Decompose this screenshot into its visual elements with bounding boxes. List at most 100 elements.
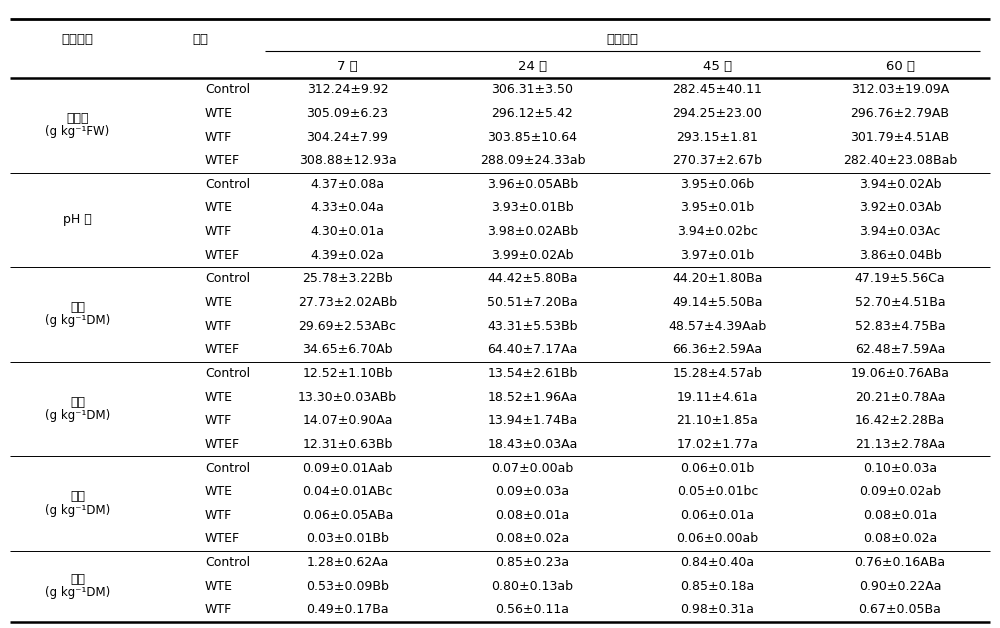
Text: 青贮天数: 青贮天数 [606,33,639,46]
Text: 乙酸: 乙酸 [70,396,85,409]
Text: 0.56±0.11a: 0.56±0.11a [496,604,570,617]
Text: 3.94±0.02bc: 3.94±0.02bc [677,225,758,238]
Text: 4.39±0.02a: 4.39±0.02a [311,249,384,262]
Text: WTEF: WTEF [205,344,240,356]
Text: 丁酸: 丁酸 [70,573,85,586]
Text: 0.06±0.00ab: 0.06±0.00ab [676,533,759,546]
Text: 16.42±2.28Ba: 16.42±2.28Ba [855,414,945,427]
Text: 45 天: 45 天 [703,60,732,73]
Text: 21.10±1.85a: 21.10±1.85a [677,414,758,427]
Text: 4.33±0.04a: 4.33±0.04a [311,202,384,215]
Text: 3.92±0.03Ab: 3.92±0.03Ab [859,202,941,215]
Text: 312.24±9.92: 312.24±9.92 [307,84,388,96]
Text: WTF: WTF [205,225,232,238]
Text: 测定项目: 测定项目 [62,33,94,46]
Text: (g kg⁻¹DM): (g kg⁻¹DM) [45,409,110,422]
Text: WTEF: WTEF [205,154,240,167]
Text: WTEF: WTEF [205,533,240,546]
Text: Control: Control [205,556,250,569]
Text: 282.40±23.08Bab: 282.40±23.08Bab [843,154,957,167]
Text: 49.14±5.50Ba: 49.14±5.50Ba [672,296,763,309]
Text: WTF: WTF [205,509,232,522]
Text: 0.09±0.02ab: 0.09±0.02ab [859,485,941,498]
Text: 3.99±0.02Ab: 3.99±0.02Ab [491,249,574,262]
Text: 0.80±0.13ab: 0.80±0.13ab [492,580,574,593]
Text: WTF: WTF [205,320,232,333]
Text: 50.51±7.20Ba: 50.51±7.20Ba [487,296,578,309]
Text: 270.37±2.67b: 270.37±2.67b [672,154,763,167]
Text: 308.88±12.93a: 308.88±12.93a [299,154,396,167]
Text: WTE: WTE [205,391,233,404]
Text: 0.85±0.23a: 0.85±0.23a [495,556,570,569]
Text: 44.20±1.80Ba: 44.20±1.80Ba [672,273,763,285]
Text: 3.97±0.01b: 3.97±0.01b [680,249,755,262]
Text: 0.08±0.02a: 0.08±0.02a [495,533,570,546]
Text: 14.07±0.90Aa: 14.07±0.90Aa [302,414,393,427]
Text: 19.06±0.76ABa: 19.06±0.76ABa [850,367,950,380]
Text: 34.65±6.70Ab: 34.65±6.70Ab [302,344,393,356]
Text: 0.67±0.05Ba: 0.67±0.05Ba [859,604,941,617]
Text: 306.31±3.50: 306.31±3.50 [492,84,574,96]
Text: 3.86±0.04Bb: 3.86±0.04Bb [859,249,941,262]
Text: (g kg⁻¹DM): (g kg⁻¹DM) [45,587,110,599]
Text: 3.94±0.02Ab: 3.94±0.02Ab [859,178,941,191]
Text: 0.06±0.01b: 0.06±0.01b [680,462,755,475]
Text: 0.49±0.17Ba: 0.49±0.17Ba [306,604,389,617]
Text: 13.30±0.03ABb: 13.30±0.03ABb [298,391,397,404]
Text: Control: Control [205,462,250,475]
Text: 0.90±0.22Aa: 0.90±0.22Aa [859,580,941,593]
Text: WTEF: WTEF [205,438,240,451]
Text: WTE: WTE [205,485,233,498]
Text: 62.48±7.59Aa: 62.48±7.59Aa [855,344,945,356]
Text: 64.40±7.17Aa: 64.40±7.17Aa [487,344,578,356]
Text: 48.57±4.39Aab: 48.57±4.39Aab [668,320,767,333]
Text: 3.94±0.03Ac: 3.94±0.03Ac [859,225,941,238]
Text: (g kg⁻¹FW): (g kg⁻¹FW) [45,126,110,138]
Text: 0.53±0.09Bb: 0.53±0.09Bb [306,580,389,593]
Text: pH 值: pH 值 [63,214,92,226]
Text: 21.13±2.78Aa: 21.13±2.78Aa [855,438,945,451]
Text: 296.12±5.42: 296.12±5.42 [492,107,573,120]
Text: WTE: WTE [205,296,233,309]
Text: 12.31±0.63Bb: 12.31±0.63Bb [302,438,393,451]
Text: 3.95±0.01b: 3.95±0.01b [680,202,755,215]
Text: 0.09±0.03a: 0.09±0.03a [495,485,570,498]
Text: WTF: WTF [205,131,232,144]
Text: WTF: WTF [205,414,232,427]
Text: 0.09±0.01Aab: 0.09±0.01Aab [302,462,393,475]
Text: 12.52±1.10Bb: 12.52±1.10Bb [302,367,393,380]
Text: Control: Control [205,367,250,380]
Text: 干物质: 干物质 [66,112,89,125]
Text: WTE: WTE [205,580,233,593]
Text: 0.08±0.01a: 0.08±0.01a [495,509,570,522]
Text: 27.73±2.02ABb: 27.73±2.02ABb [298,296,397,309]
Text: 4.37±0.08a: 4.37±0.08a [310,178,385,191]
Text: 20.21±0.78Aa: 20.21±0.78Aa [855,391,945,404]
Text: WTE: WTE [205,202,233,215]
Text: 288.09±24.33ab: 288.09±24.33ab [480,154,585,167]
Text: (g kg⁻¹DM): (g kg⁻¹DM) [45,504,110,517]
Text: 15.28±4.57ab: 15.28±4.57ab [673,367,762,380]
Text: 0.10±0.03a: 0.10±0.03a [863,462,937,475]
Text: 13.54±2.61Bb: 13.54±2.61Bb [487,367,578,380]
Text: 4.30±0.01a: 4.30±0.01a [311,225,385,238]
Text: 0.03±0.01Bb: 0.03±0.01Bb [306,533,389,546]
Text: 29.69±2.53ABc: 29.69±2.53ABc [299,320,397,333]
Text: 7 天: 7 天 [337,60,358,73]
Text: 19.11±4.61a: 19.11±4.61a [677,391,758,404]
Text: 44.42±5.80Ba: 44.42±5.80Ba [487,273,578,285]
Text: 304.24±7.99: 304.24±7.99 [307,131,388,144]
Text: 丙酸: 丙酸 [70,490,85,504]
Text: 52.70±4.51Ba: 52.70±4.51Ba [855,296,945,309]
Text: 0.84±0.40a: 0.84±0.40a [680,556,755,569]
Text: 3.96±0.05ABb: 3.96±0.05ABb [487,178,578,191]
Text: Control: Control [205,178,250,191]
Text: 303.85±10.64: 303.85±10.64 [488,131,578,144]
Text: 312.03±19.09A: 312.03±19.09A [851,84,949,96]
Text: 293.15±1.81: 293.15±1.81 [677,131,758,144]
Text: 3.98±0.02ABb: 3.98±0.02ABb [487,225,578,238]
Text: WTF: WTF [205,604,232,617]
Text: 18.52±1.96Aa: 18.52±1.96Aa [487,391,578,404]
Text: 3.93±0.01Bb: 3.93±0.01Bb [491,202,574,215]
Text: 296.76±2.79AB: 296.76±2.79AB [850,107,950,120]
